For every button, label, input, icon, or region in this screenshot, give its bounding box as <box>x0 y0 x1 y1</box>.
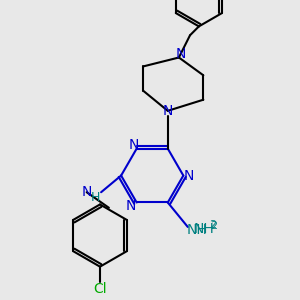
Text: N: N <box>176 47 186 61</box>
Text: N: N <box>126 199 136 213</box>
Text: N: N <box>82 185 92 199</box>
Text: NH: NH <box>186 223 207 237</box>
Text: 2: 2 <box>209 220 216 230</box>
Text: 2: 2 <box>210 221 217 231</box>
Text: N: N <box>128 138 139 152</box>
Text: N: N <box>184 169 194 183</box>
Text: H: H <box>91 191 100 204</box>
Text: NH: NH <box>193 222 214 236</box>
Text: N: N <box>163 104 173 118</box>
Text: Cl: Cl <box>93 282 107 296</box>
